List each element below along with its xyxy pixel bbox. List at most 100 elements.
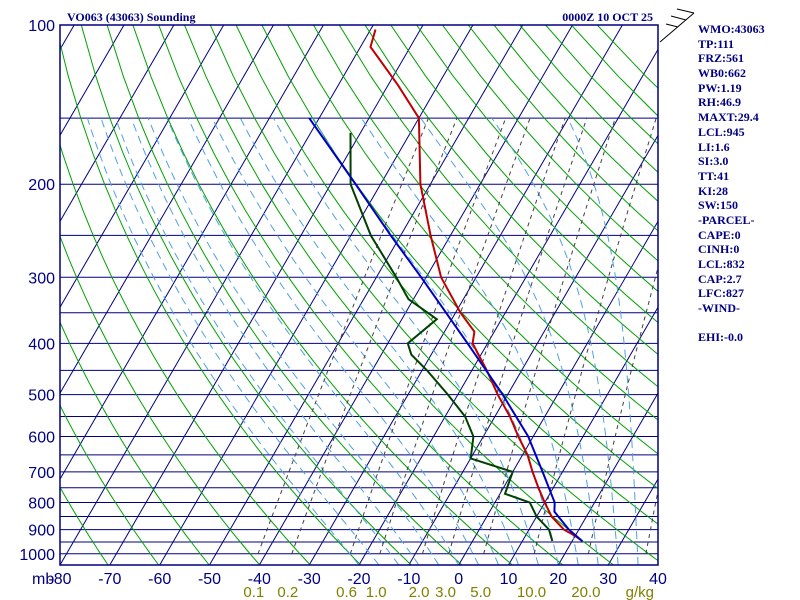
mixing-ratio-unit-label: g/kg [626, 584, 654, 600]
pressure-tick-label: 700 [28, 465, 55, 482]
mixing-ratio-label: 5.0 [470, 584, 491, 600]
dry-adiabat-line [313, 25, 658, 421]
isotherm-line [60, 25, 274, 395]
stat-item: WB0:662 [698, 66, 746, 81]
moist-adiabat-line [211, 117, 499, 565]
temperature-trace [369, 29, 583, 542]
background-lines [60, 25, 658, 565]
temperature-tick-label: 20 [549, 571, 567, 588]
parcel-trace [308, 117, 583, 542]
stat-item: LFC:827 [698, 286, 744, 301]
dry-adiabat-line [261, 25, 658, 490]
wind-barb-staff [659, 12, 695, 43]
isotherm-line [60, 25, 225, 309]
temperature-tick-label: -80 [48, 571, 71, 588]
moist-adiabat-line [239, 117, 519, 565]
stat-item: MAXT:29.4 [698, 110, 759, 125]
stat-item: -WIND- [698, 301, 740, 316]
mixing-ratio-line [533, 117, 657, 554]
stat-item: RH:46.9 [698, 95, 741, 110]
dry-adiabat-line [60, 486, 109, 565]
temperature-tick-label: 40 [649, 571, 667, 588]
mixing-ratio-line [587, 265, 658, 554]
dry-adiabat-line [287, 25, 658, 455]
stat-item: -PARCEL- [698, 212, 755, 227]
isotherm-line [60, 25, 175, 223]
isotherm-line [60, 25, 125, 137]
dry-adiabat-line [60, 404, 160, 565]
isotherm-line [159, 25, 474, 565]
stat-item: PW:1.19 [698, 80, 742, 95]
temperature-tick-label: -70 [98, 571, 121, 588]
isotherm-line [557, 392, 658, 565]
dry-adiabat-line [235, 25, 658, 525]
moist-adiabat-line [360, 117, 579, 565]
dry-adiabat-line [364, 25, 658, 356]
pressure-tick-label: 400 [28, 336, 55, 353]
moist-adiabat-line [187, 117, 480, 565]
station-title: VO063 (43063) Sounding [67, 10, 195, 24]
isotherm-line [60, 25, 374, 565]
pressure-tick-label: 300 [28, 270, 55, 287]
dry-adiabat-line [80, 25, 412, 565]
moist-adiabat-line [273, 117, 539, 565]
mixing-ratio-label: 3.0 [435, 584, 456, 600]
moist-adiabat-line [166, 117, 460, 565]
moist-adiabat-line [420, 117, 599, 565]
sounding-stats-panel: WMO:43063 TP:111 FRZ:561 WB0:662 PW:1.19 RH:4… [698, 22, 798, 345]
wind-barb-flag [665, 23, 679, 28]
wind-barb-flag [676, 8, 695, 14]
stat-item: CAP:2.7 [698, 271, 742, 286]
moist-adiabat-line [147, 117, 440, 565]
stat-item: LCL:945 [698, 124, 745, 139]
stat-item: TP:111 [698, 36, 735, 51]
mixing-ratio-label: 0.2 [277, 584, 298, 600]
temperature-tick-label: -10 [397, 571, 420, 588]
mixing-ratio-line [349, 117, 507, 554]
isotherm-line [209, 25, 524, 565]
stat-item: CINH:0 [698, 242, 740, 257]
pressure-tick-label: 900 [28, 523, 55, 540]
mixing-ratio-label: 20.0 [571, 584, 600, 600]
dry-adiabat-line [106, 25, 463, 565]
isotherm-line [358, 48, 658, 565]
dry-adiabat-line [60, 235, 261, 565]
isotherm-line [109, 25, 424, 565]
dry-adiabat-line [441, 25, 658, 262]
dry-adiabat-line [390, 25, 658, 324]
temperature-tick-label: -50 [198, 571, 221, 588]
stat-item: WMO:43063 [698, 22, 765, 36]
stat-item: SI:3.0 [698, 154, 729, 169]
pressure-tick-label: 1000 [19, 547, 55, 564]
isotherm-line [408, 134, 658, 565]
temperature-tick-label: -20 [347, 571, 370, 588]
stat-item [698, 316, 798, 331]
isotherm-line [60, 25, 75, 51]
mixing-ratio-line [421, 117, 566, 554]
dry-adiabat-line [209, 25, 658, 562]
moist-adiabat-line [100, 117, 380, 565]
temperature-tick-label: 30 [599, 571, 617, 588]
stat-item: LI:1.6 [698, 139, 730, 154]
moist-adiabat-line [130, 117, 420, 565]
stat-item: TT:41 [698, 168, 730, 183]
dry-adiabat-line [158, 25, 564, 565]
moist-adiabat-line [86, 117, 360, 565]
stat-item: CAPE:0 [698, 227, 741, 242]
sounding-time: 0000Z 10 OCT 25 [562, 10, 653, 24]
isotherm-line [258, 25, 573, 565]
mixing-ratio-label: 1.0 [366, 584, 387, 600]
temperature-tick-label: -40 [248, 571, 271, 588]
moist-adiabat-line [491, 117, 619, 565]
moist-adiabat-line [312, 117, 559, 565]
isotherm-line [308, 25, 623, 565]
dry-adiabat-line [338, 25, 658, 388]
pressure-tick-label: 800 [28, 496, 55, 513]
pressure-tick-label: 200 [28, 177, 55, 194]
mixing-ratio-line [645, 488, 658, 554]
wind-barb-flag [670, 15, 687, 21]
stat-item: EHI:-0.0 [698, 330, 743, 345]
isotherm-line [60, 25, 324, 481]
